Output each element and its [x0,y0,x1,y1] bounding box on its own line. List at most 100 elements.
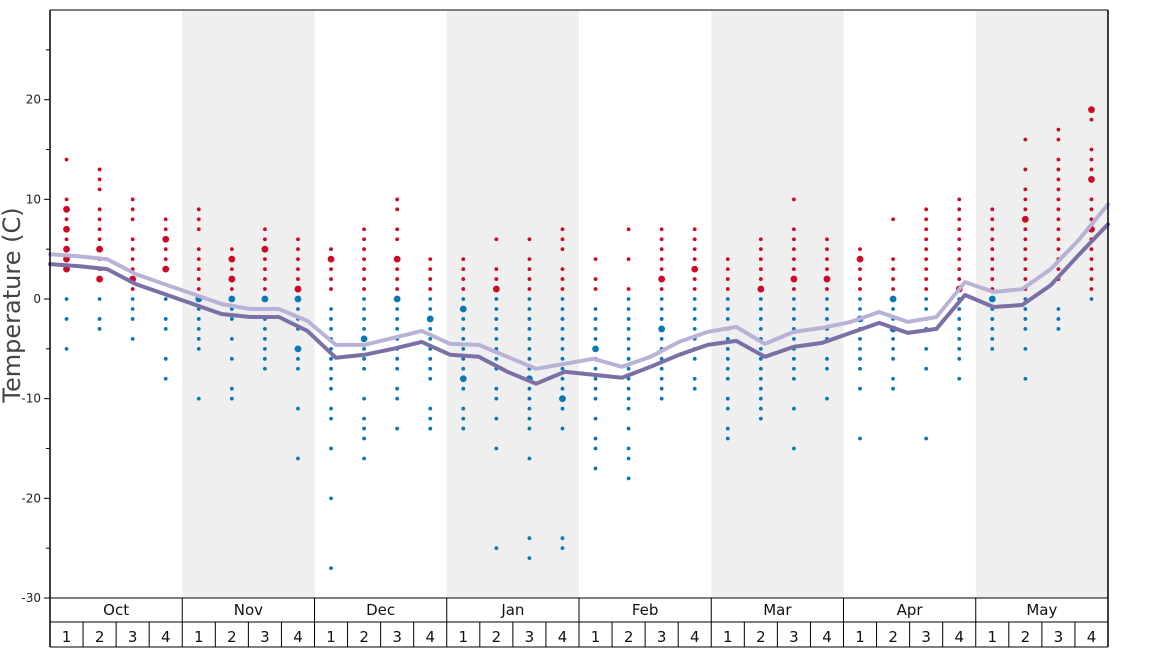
warm-dot [461,287,466,291]
warm-dot [957,267,962,272]
month-shading [182,10,1108,598]
cold-dot [593,317,598,321]
warm-dot [626,257,631,262]
month-shade-may [975,10,1108,598]
warm-dot [626,287,631,291]
warm-dot [163,217,168,222]
warm-dot [924,217,929,222]
warm-dot [527,237,532,242]
warm-dot [1088,106,1095,114]
warm-dot [163,257,168,262]
cold-dot [560,536,565,541]
cold-dot [395,317,400,321]
y-tick-label: -20 [21,491,41,505]
week-label: 3 [921,628,931,646]
cold-dot [229,386,234,391]
warm-dot [130,237,135,242]
warm-dot [1056,137,1061,142]
cold-dot [792,356,796,361]
warm-dot [1023,137,1028,142]
warm-dot [692,237,697,242]
cold-dot [329,317,333,321]
warm-dot [229,247,234,252]
warm-dot [1023,197,1028,202]
cold-dot [329,386,333,391]
warm-dot [1023,207,1028,212]
cold-dot [494,336,499,341]
cold-dot [229,317,234,321]
warm-dot [990,267,995,272]
warm-dot [196,267,201,272]
warm-dot [263,267,267,272]
warm-dot [560,237,565,242]
cold-dot [725,426,730,431]
cold-dot [393,295,401,303]
cold-dot [626,327,631,331]
warm-dot [626,227,631,232]
cold-dot [858,307,862,311]
warm-dot [924,227,929,232]
warm-dot [428,267,433,272]
warm-dot [593,287,598,291]
warm-dot [1089,117,1094,122]
cold-dot [527,317,532,321]
lines-layer [48,202,1110,386]
warm-dot [790,275,798,283]
series-line-light [48,202,1110,371]
cold-dot [263,327,267,331]
cold-dot [626,446,631,451]
cold-dot [891,356,895,361]
cold-dot [97,327,102,331]
warm-dot [97,217,102,222]
warm-dot [395,207,400,212]
cold-dot [792,297,796,301]
week-label: 1 [459,628,469,646]
warm-dot [957,207,962,212]
warm-dot [1089,277,1094,281]
warm-dot [891,277,895,281]
cold-dot [229,307,234,311]
cold-dot [658,325,666,333]
warm-dot [1089,157,1094,162]
warm-dot [593,277,598,281]
cold-dot [527,336,532,341]
y-tick-label: 10 [26,192,41,206]
warm-dot [858,247,862,252]
cold-dot [593,466,598,471]
warm-dot [1023,277,1028,281]
cold-dot [459,305,467,313]
cold-dot [758,317,763,321]
month-label-oct: Oct [103,601,129,619]
week-label: 2 [492,628,502,646]
warm-dot [296,237,300,242]
cold-dot [825,356,829,361]
cold-dot [494,396,499,401]
week-label: 1 [62,628,72,646]
cold-dot [163,327,168,331]
cold-dot [362,456,366,461]
cold-dot [329,327,333,331]
cold-dot [957,376,962,381]
warm-dot [825,267,829,272]
cold-dot [395,386,400,391]
cold-dot [395,356,400,361]
warm-dot [527,257,532,262]
cold-dot [692,307,697,311]
warm-dot [395,267,400,272]
warm-dot [296,257,300,262]
cold-dot [362,426,366,431]
cold-dot [263,356,267,361]
warm-dot [196,217,201,222]
warm-dot [327,255,335,263]
warm-dot [527,287,532,291]
warm-dot [263,237,267,242]
warm-dot [229,287,234,291]
week-label: 4 [822,628,832,646]
warm-dot [1088,176,1095,183]
cold-dot [428,336,433,341]
warm-dot [130,247,135,252]
cold-dot [329,376,333,381]
cold-dot [428,416,433,421]
cold-dot [957,356,962,361]
cold-dot [560,327,565,331]
